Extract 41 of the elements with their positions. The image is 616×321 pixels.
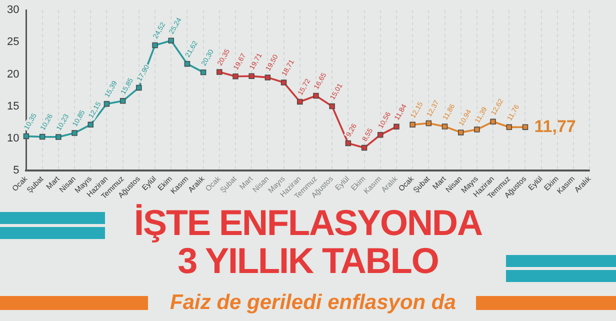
point — [280, 80, 287, 86]
point — [152, 42, 158, 48]
point — [23, 133, 30, 140]
point — [168, 38, 174, 44]
point — [104, 100, 110, 107]
point — [232, 73, 238, 80]
point — [200, 69, 206, 76]
point — [56, 134, 62, 140]
point — [361, 144, 368, 151]
point — [120, 98, 126, 104]
point — [410, 122, 416, 128]
point — [248, 73, 254, 79]
text: Faiz de geriledi enflasyon da — [169, 290, 457, 316]
point — [329, 103, 335, 110]
point — [297, 98, 303, 105]
text: İŞTE ENFLASYONDA 3 YILLIK TABLO — [132, 202, 484, 281]
point — [426, 120, 432, 126]
y-tick-label: 5 — [13, 164, 20, 177]
point — [522, 124, 528, 130]
point — [378, 132, 384, 138]
y-tick-label: 25 — [6, 36, 20, 48]
data-label: 11,77 — [534, 116, 576, 136]
point — [474, 126, 480, 132]
point — [394, 124, 400, 130]
point — [216, 69, 222, 75]
y-tick-label: 30 — [6, 4, 20, 16]
point — [88, 122, 94, 128]
point — [136, 84, 142, 91]
point — [442, 124, 448, 130]
y-tick-label: 10 — [6, 132, 20, 145]
point — [345, 140, 352, 146]
point — [490, 118, 496, 125]
y-tick-label: 15 — [6, 100, 20, 112]
point — [72, 130, 78, 136]
point — [458, 130, 464, 136]
point — [184, 60, 190, 67]
y-tick-label: 20 — [6, 68, 20, 80]
point — [264, 74, 271, 80]
point — [39, 134, 46, 140]
point — [506, 124, 512, 130]
point — [313, 92, 319, 99]
